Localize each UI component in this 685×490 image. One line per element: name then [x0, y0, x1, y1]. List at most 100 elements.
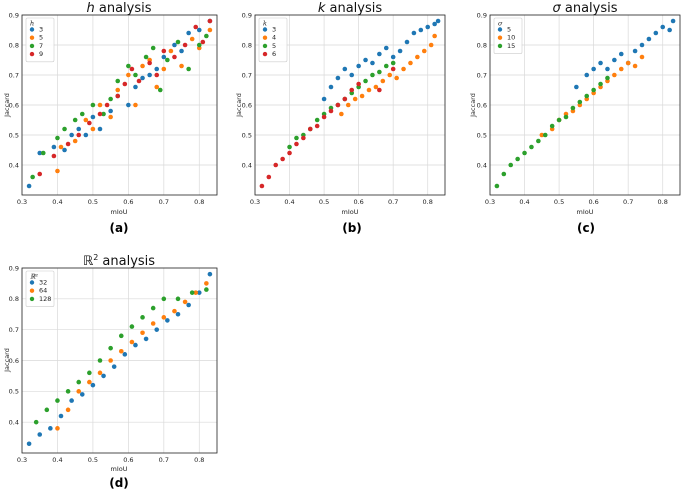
point-series-128	[87, 370, 92, 376]
point-series-128	[204, 287, 209, 292]
point-series-10	[618, 66, 624, 72]
x-tick-labels: 0.3 0.4 0.5 0.6 0.7 0.8	[17, 456, 205, 464]
legend-entry: 15	[507, 42, 515, 50]
point-series-32	[90, 382, 96, 388]
y-tick-labels: 0.4 0.5 0.6 0.7 0.8 0.9	[477, 11, 487, 169]
legend-marker	[29, 43, 35, 49]
point-series-7	[175, 39, 181, 45]
point-series-128	[97, 358, 103, 363]
point-series-3	[69, 132, 74, 138]
point-series-64	[118, 348, 124, 354]
y-tick-label: 0.7	[9, 71, 19, 79]
point-series-6	[342, 96, 348, 102]
legend-title: k	[263, 20, 267, 28]
point-series-5	[126, 72, 131, 78]
point-series-15	[536, 138, 541, 144]
legend-marker	[262, 35, 268, 40]
point-series-128	[118, 333, 124, 339]
x-tick-label: 0.6	[353, 198, 363, 206]
x-tick-labels: 0.3 0.4 0.5 0.6 0.7 0.8	[250, 198, 433, 206]
point-series-3	[356, 63, 361, 69]
point-series-6	[349, 87, 355, 93]
point-series-3	[108, 108, 113, 114]
point-series-7	[150, 45, 156, 51]
point-series-5	[383, 63, 389, 69]
point-series-64	[161, 315, 167, 320]
y-tick-labels: 0.4 0.5 0.6 0.7 0.8 0.9	[9, 11, 19, 169]
point-series-64	[140, 330, 145, 336]
point-series-32	[186, 302, 191, 308]
point-series-15	[577, 99, 583, 105]
axes-frame	[21, 14, 218, 196]
x-axis-label: mIoU	[111, 465, 128, 473]
x-tick-label: 0.4	[52, 198, 62, 206]
panel-label: (b)	[342, 221, 362, 235]
legend-marker	[262, 27, 268, 32]
point-series-32	[48, 426, 53, 431]
point-series-3	[335, 75, 341, 81]
point-series-6	[356, 81, 361, 87]
y-tick-label: 0.4	[9, 418, 19, 426]
y-tick-label: 0.9	[477, 11, 487, 19]
point-series-5	[670, 18, 676, 24]
point-series-64	[129, 339, 135, 345]
point-series-5	[140, 63, 145, 69]
point-series-5	[55, 168, 60, 174]
y-tick-label: 0.7	[242, 71, 252, 79]
point-series-15	[605, 75, 610, 81]
point-series-15	[508, 162, 514, 168]
legend-entry: 5	[272, 42, 276, 50]
point-series-10	[539, 132, 545, 138]
point-series-6	[321, 114, 327, 120]
point-series-128	[108, 345, 113, 351]
point-series-128	[129, 324, 135, 329]
x-axis-label: mIoU	[342, 208, 359, 216]
legend-entry: 3	[272, 26, 276, 34]
point-series-15	[501, 171, 507, 177]
scatter-points	[26, 271, 213, 447]
point-series-3	[411, 30, 417, 36]
point-series-128	[33, 419, 39, 425]
point-series-64	[204, 281, 209, 286]
point-series-64	[172, 308, 177, 314]
legend-marker	[29, 288, 35, 293]
point-series-32	[133, 342, 138, 348]
y-tick-label: 0.5	[9, 388, 19, 396]
point-series-5	[591, 66, 596, 72]
y-tick-label: 0.4	[242, 161, 252, 169]
point-series-5	[574, 84, 579, 90]
point-series-32	[175, 311, 181, 317]
x-axis-label: mIoU	[577, 208, 594, 216]
point-series-5	[390, 60, 396, 66]
point-series-7	[204, 33, 209, 39]
point-series-6	[287, 150, 292, 156]
panel-label: (d)	[109, 476, 129, 490]
point-series-15	[570, 105, 576, 111]
point-series-5	[605, 66, 610, 72]
scatter-points	[26, 18, 213, 189]
point-series-5	[179, 63, 184, 69]
y-axis-label: Jaccard	[3, 348, 11, 373]
point-series-3	[328, 84, 334, 90]
point-series-15	[584, 93, 590, 99]
x-tick-label: 0.3	[17, 198, 27, 206]
point-series-64	[193, 290, 199, 295]
scatter-points	[494, 18, 676, 189]
x-tick-label: 0.5	[319, 198, 329, 206]
x-tick-label: 0.7	[623, 198, 633, 206]
point-series-3	[140, 75, 145, 81]
point-series-15	[591, 87, 596, 93]
point-series-9	[136, 78, 142, 84]
legend-marker	[29, 27, 35, 32]
point-series-15	[515, 156, 520, 162]
x-tick-label: 0.7	[159, 198, 169, 206]
point-series-6	[266, 174, 272, 180]
y-tick-label: 0.6	[477, 101, 487, 109]
point-series-3	[370, 60, 375, 66]
panel-h-analysis: h analysis 0.3 0.4 0.5 0.6 0.7 0.8 0.40.50.60…	[3, 1, 218, 235]
point-series-9	[51, 153, 57, 159]
legend-entry: 6	[272, 50, 276, 58]
point-series-32	[37, 432, 43, 437]
legend-title: ℝ²	[30, 273, 38, 281]
